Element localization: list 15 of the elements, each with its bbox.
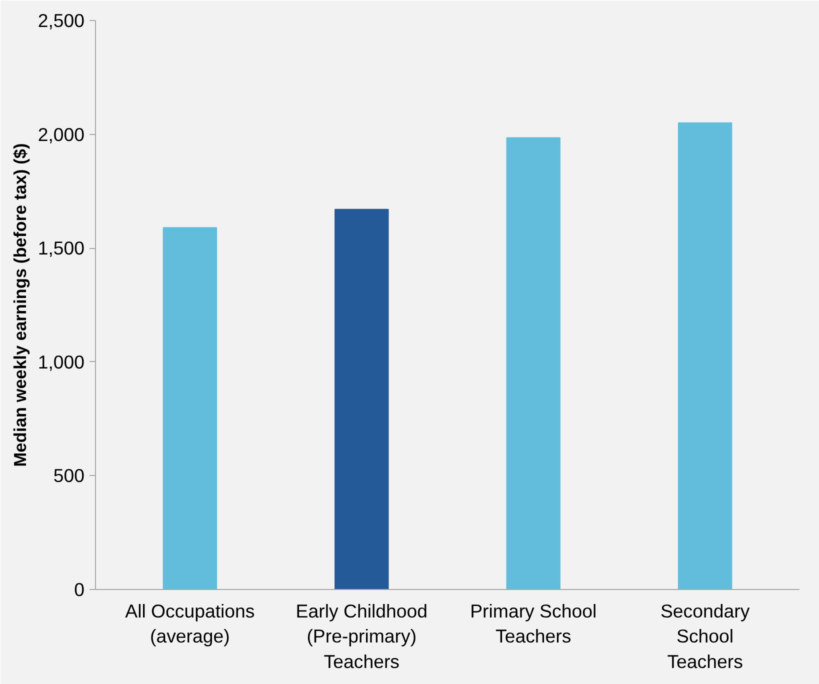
bar — [334, 208, 389, 590]
y-tick-label: 500 — [53, 465, 85, 486]
y-tick-label: 0 — [74, 579, 85, 600]
y-axis-title: Median weekly earnings (before tax) ($) — [10, 143, 30, 467]
y-tick-label: 1,500 — [38, 238, 84, 259]
bar — [506, 137, 560, 590]
x-tick-label: Secondary School Teachers — [660, 600, 750, 672]
y-tick-label: 1,000 — [38, 351, 84, 372]
x-tick-label: Primary School Teachers — [470, 600, 597, 647]
x-tick-label: All Occupations (average) — [125, 600, 255, 647]
x-tick-label: Early Childhood (Pre-primary) Teachers — [296, 600, 428, 672]
y-tick-label: 2,000 — [38, 124, 84, 145]
y-tick-label: 2,500 — [38, 10, 84, 31]
bar — [678, 122, 732, 590]
bar — [162, 227, 218, 590]
